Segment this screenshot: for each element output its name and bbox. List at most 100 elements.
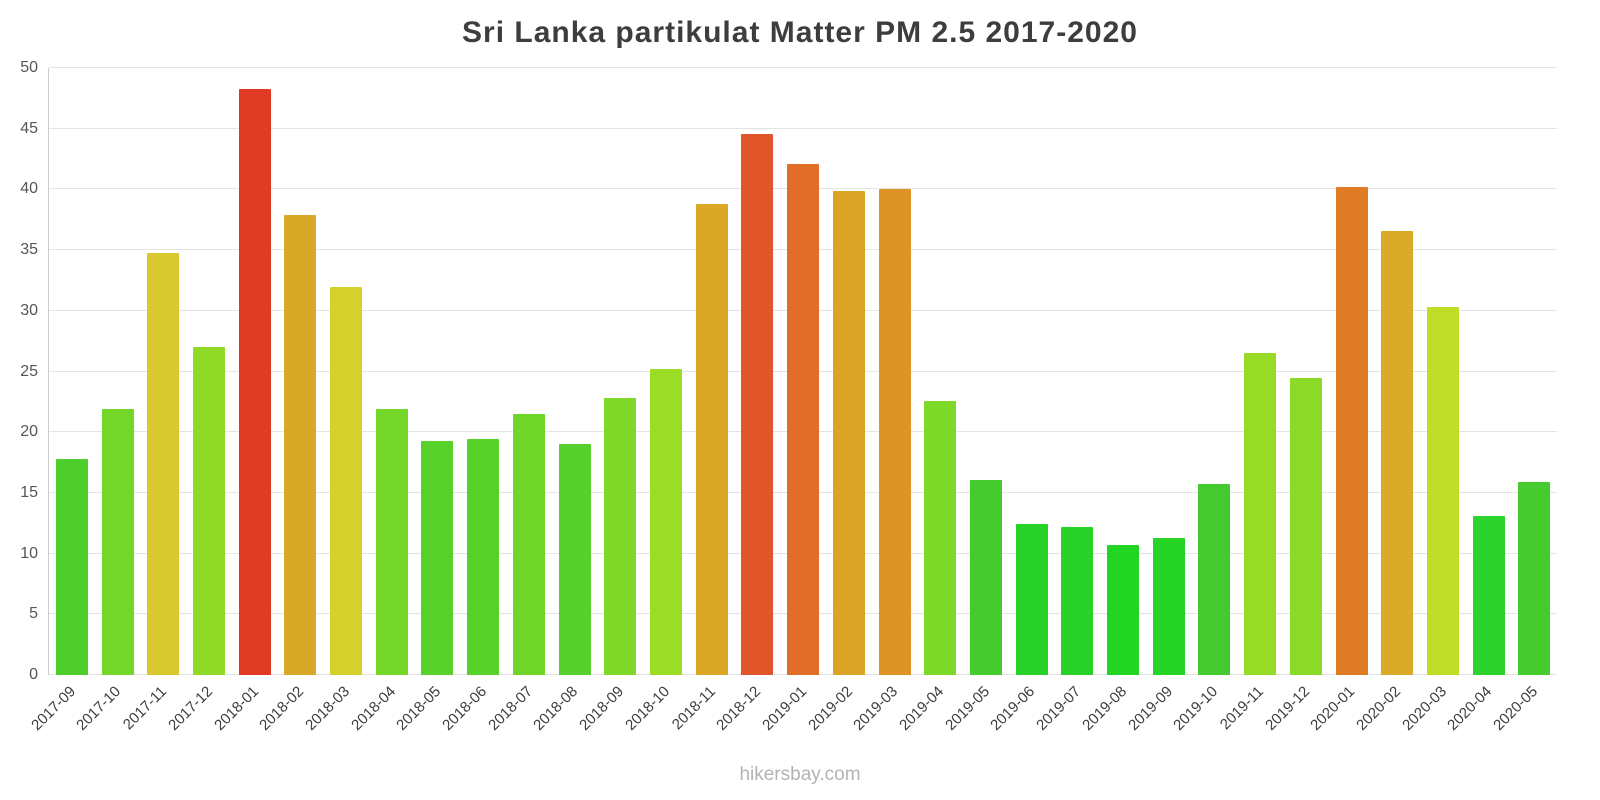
x-tick-label: 2018-07: [484, 683, 536, 734]
bar-slot: [369, 68, 415, 675]
bar-2019-12[interactable]: [1289, 377, 1322, 675]
x-tick-label: 2020-02: [1353, 683, 1405, 734]
bar-2017-10[interactable]: [101, 409, 134, 675]
bar-slot: [597, 68, 643, 675]
y-tick-label: 40: [20, 180, 38, 198]
bar-2018-03[interactable]: [330, 286, 363, 675]
bar-2018-10[interactable]: [650, 369, 682, 675]
bar-2018-12[interactable]: [741, 133, 774, 675]
bar-slot: [780, 68, 826, 675]
bar-2019-10[interactable]: [1198, 484, 1231, 675]
bar-2018-02[interactable]: [284, 214, 317, 675]
bar-slot: [95, 68, 141, 675]
x-tick-label: 2019-05: [941, 683, 993, 734]
y-tick-label: 10: [20, 544, 38, 562]
bar-2019-02[interactable]: [832, 190, 865, 675]
x-tick-label: 2019-03: [850, 683, 902, 734]
bar-2018-07[interactable]: [512, 414, 545, 675]
y-tick-label: 5: [29, 605, 38, 623]
x-tick-label: 2017-09: [27, 683, 79, 734]
x-tick-label: 2018-02: [256, 683, 308, 734]
x-tick-label: 2018-06: [439, 683, 491, 734]
bar-2020-01[interactable]: [1335, 186, 1368, 675]
bar-slot: [415, 68, 461, 675]
bar-slot: [1192, 68, 1238, 675]
bar-2020-05[interactable]: [1518, 481, 1551, 675]
x-tick-label: 2020-03: [1398, 683, 1450, 734]
bar-slot: [552, 68, 598, 675]
plot-area: [48, 67, 1557, 675]
bar-slot: [1329, 68, 1375, 675]
bar-slot: [1466, 68, 1512, 675]
x-tick-label: 2019-04: [896, 683, 948, 734]
bar-2018-11[interactable]: [695, 203, 728, 675]
x-tick-label: 2018-03: [302, 683, 354, 734]
bar-slot: [643, 68, 689, 675]
x-tick-label: 2019-11: [1216, 683, 1267, 734]
bars: [49, 68, 1557, 675]
x-tick-label: 2019-10: [1170, 683, 1222, 734]
bar-2019-03[interactable]: [878, 189, 911, 675]
bar-slot: [506, 68, 552, 675]
y-tick-label: 30: [20, 301, 38, 319]
bar-2019-04[interactable]: [924, 400, 957, 675]
bar-2019-05[interactable]: [969, 479, 1002, 675]
bar-2017-11[interactable]: [147, 252, 180, 675]
bar-slot: [735, 68, 781, 675]
bar-slot: [826, 68, 872, 675]
bar-2019-09[interactable]: [1152, 537, 1185, 675]
bar-2020-03[interactable]: [1426, 307, 1459, 675]
x-tick-label: 2019-06: [987, 683, 1039, 734]
gridline: [49, 67, 1557, 68]
x-tick-label: 2019-08: [1078, 683, 1130, 734]
bar-2018-06[interactable]: [467, 439, 500, 675]
bar-2017-12[interactable]: [192, 347, 225, 675]
bar-2018-08[interactable]: [558, 444, 591, 675]
bar-slot: [1146, 68, 1192, 675]
bar-2019-07[interactable]: [1061, 526, 1094, 675]
bar-2019-01[interactable]: [787, 163, 820, 675]
y-tick-label: 25: [20, 362, 38, 380]
bar-2019-06[interactable]: [1015, 524, 1048, 675]
bar-2018-01[interactable]: [238, 88, 271, 675]
bar-2017-09[interactable]: [55, 458, 88, 675]
x-tick-label: 2020-04: [1444, 683, 1496, 734]
bar-slot: [49, 68, 95, 675]
x-tick-label: 2018-10: [621, 683, 673, 734]
bar-slot: [186, 68, 232, 675]
y-tick-label: 20: [20, 423, 38, 441]
x-tick-label: 2019-02: [804, 683, 856, 734]
gridline: [49, 127, 1557, 129]
bar-slot: [872, 68, 918, 675]
x-tick-label: 2017-10: [73, 683, 125, 734]
bar-2020-04[interactable]: [1472, 515, 1505, 675]
x-axis-labels: 2017-09 2017-10 2017-11 2017-12 2018-01 2018-…: [28, 681, 1556, 756]
bar-2020-02[interactable]: [1381, 230, 1414, 675]
bar-2018-09[interactable]: [604, 398, 637, 675]
x-tick-label: 2018-01: [210, 683, 262, 734]
bar-2019-08[interactable]: [1107, 545, 1140, 675]
bar-slot: [1054, 68, 1100, 675]
bar-slot: [1237, 68, 1283, 675]
x-tick-label: 2020-05: [1490, 683, 1542, 734]
bar-slot: [1512, 68, 1558, 675]
bar-slot: [460, 68, 506, 675]
y-tick-label: 0: [29, 666, 38, 683]
bar-slot: [278, 68, 324, 675]
bar-2019-11[interactable]: [1244, 353, 1277, 675]
bar-2018-04[interactable]: [375, 409, 408, 675]
x-tick-label: 2018-12: [713, 683, 765, 734]
x-tick-label: 2019-07: [1033, 683, 1085, 734]
x-tick-label: 2019-01: [759, 683, 811, 734]
bar-2018-05[interactable]: [421, 440, 454, 675]
x-tick-label: 2018-09: [576, 683, 628, 734]
y-tick-label: 35: [20, 241, 38, 259]
bar-slot: [689, 68, 735, 675]
chart-title: Sri Lanka partikulat Matter PM 2.5 2017-…: [462, 16, 1138, 49]
x-tick-label: 2017-11: [120, 683, 171, 734]
x-tick-label: 2018-08: [530, 683, 582, 734]
y-tick-label: 45: [20, 119, 38, 137]
x-tick-label: 2018-11: [668, 683, 719, 734]
x-tick-label: 2018-04: [347, 683, 399, 734]
